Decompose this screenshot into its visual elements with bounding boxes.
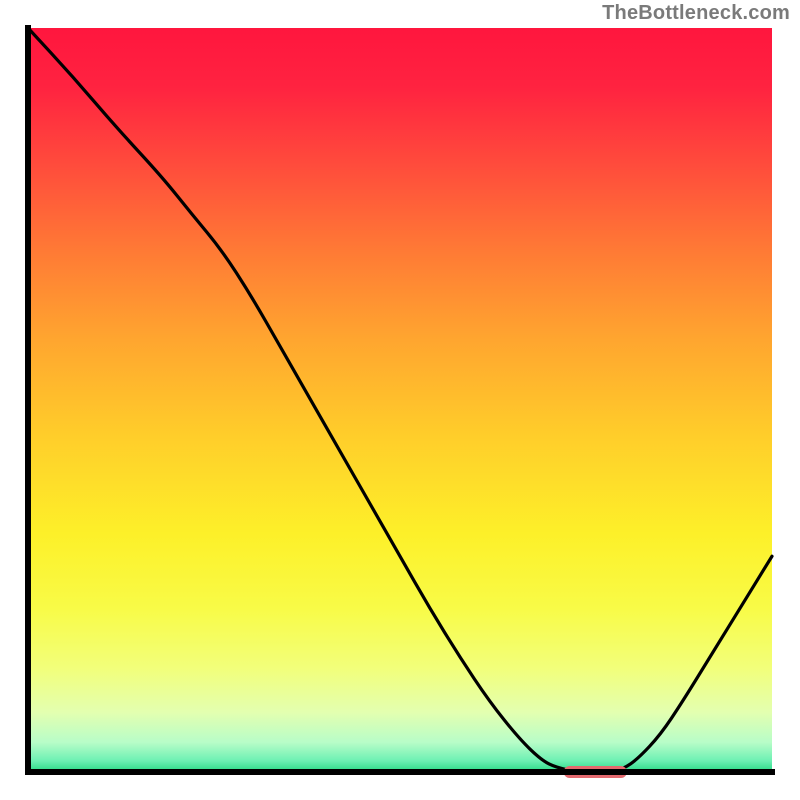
- gradient-background: [28, 28, 772, 772]
- watermark-text: TheBottleneck.com: [602, 2, 790, 25]
- bottleneck-chart: [0, 0, 800, 800]
- chart-container: TheBottleneck.com: [0, 0, 800, 800]
